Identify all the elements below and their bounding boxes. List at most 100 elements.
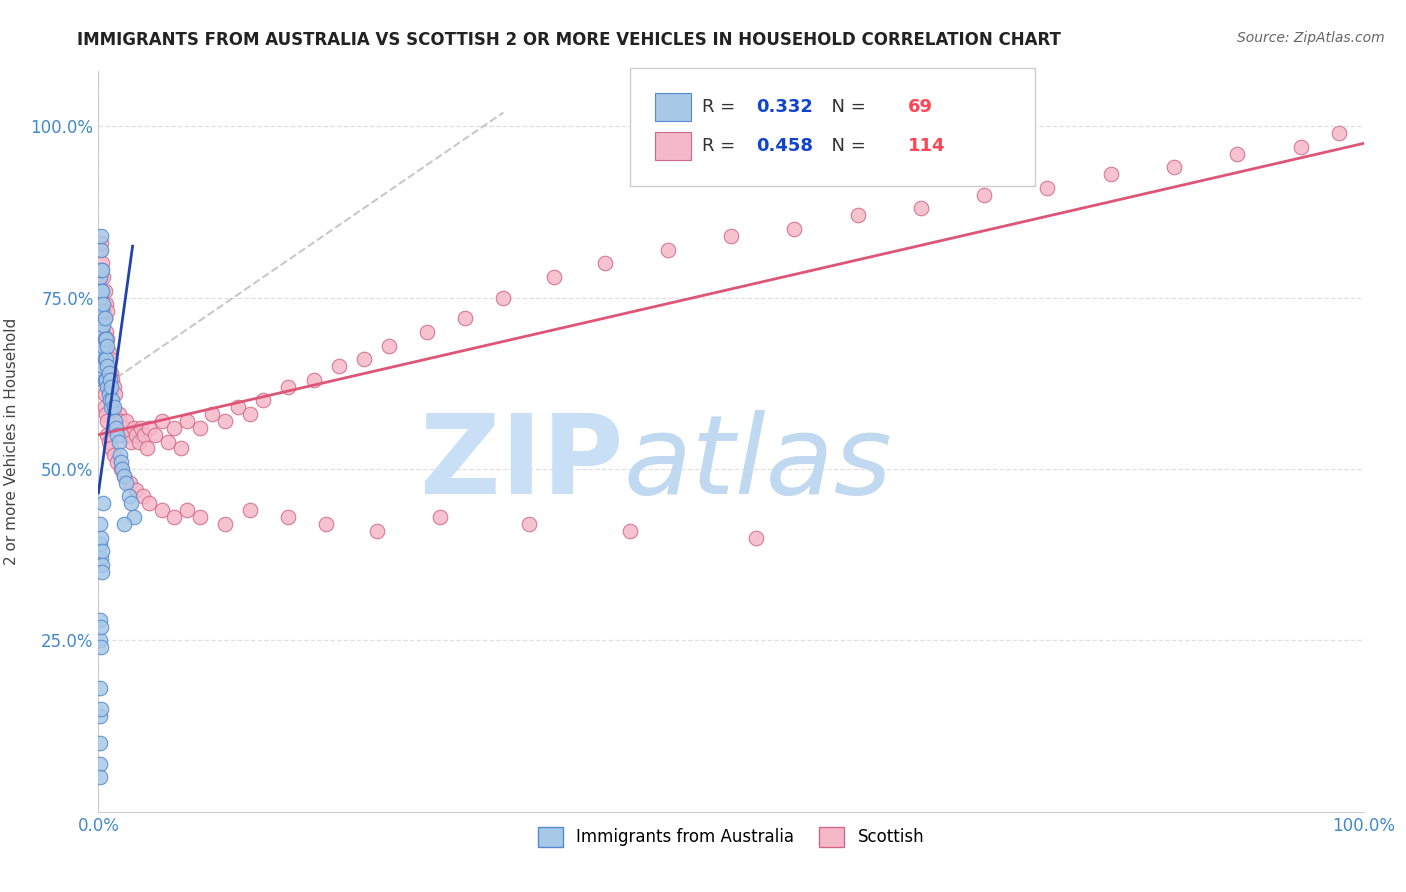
Point [98,373,121,387]
Point [619,524,641,538]
Point [1036,181,1059,195]
Point [89,756,111,771]
Point [110,455,132,469]
Point [138,421,160,435]
Point [122,510,145,524]
Text: ZIP: ZIP [420,410,623,517]
Point [517,516,540,531]
Point [96,427,118,442]
Point [105,421,128,435]
Point [1327,126,1350,140]
Point [94,407,117,421]
Point [128,434,150,449]
Point [150,414,173,428]
Point [90,304,112,318]
Text: IMMIGRANTS FROM AUSTRALIA VS SCOTTISH 2 OR MORE VEHICLES IN HOUSEHOLD CORRELATIO: IMMIGRANTS FROM AUSTRALIA VS SCOTTISH 2 … [77,31,1062,49]
Point [378,338,401,352]
Point [107,455,129,469]
Point [90,235,112,250]
Point [169,442,191,456]
Point [89,311,111,326]
Point [90,284,112,298]
Point [112,516,135,531]
Point [1226,146,1249,161]
Point [97,366,120,380]
Point [454,311,477,326]
Point [97,373,120,387]
Point [93,338,117,352]
Point [543,270,565,285]
Text: 0.458: 0.458 [756,137,814,155]
Point [118,489,141,503]
Point [366,524,388,538]
Legend: Immigrants from Australia, Scottish: Immigrants from Australia, Scottish [530,818,932,855]
Point [112,421,135,435]
Point [89,771,111,785]
Point [973,187,995,202]
Point [125,427,148,442]
Point [93,386,117,401]
Point [302,373,325,387]
Point [93,338,115,352]
Point [101,393,124,408]
Point [90,531,112,545]
Point [107,434,129,449]
Point [131,421,153,435]
Point [90,243,112,257]
Point [104,414,127,428]
Point [91,325,114,339]
Point [89,243,111,257]
Point [120,434,142,449]
Point [138,496,160,510]
Point [94,297,117,311]
Point [103,407,125,421]
Point [94,373,117,387]
Point [145,427,166,442]
Point [105,421,128,435]
Point [93,359,115,373]
Point [90,263,112,277]
Point [1289,140,1312,154]
Point [157,434,180,449]
Point [101,373,124,387]
Point [90,702,112,716]
Point [277,510,299,524]
Point [91,304,114,318]
Point [98,380,121,394]
Point [1099,167,1122,181]
Point [93,318,115,332]
Point [93,284,117,298]
Point [114,427,136,442]
Point [150,503,173,517]
Point [163,421,186,435]
Point [846,208,869,222]
Point [226,401,249,415]
Point [91,565,114,579]
Point [89,516,111,531]
Point [132,427,155,442]
Point [93,401,117,415]
Point [91,311,114,326]
Point [108,448,131,462]
Point [120,475,141,490]
Point [120,496,142,510]
Point [176,503,198,517]
Point [107,427,129,442]
Point [112,468,135,483]
Point [122,421,145,435]
Point [89,270,111,285]
Point [93,325,115,339]
Point [97,345,120,359]
Point [100,442,122,456]
Point [101,401,124,415]
Point [104,414,127,428]
Point [783,222,806,236]
Point [239,407,262,421]
Point [97,386,120,401]
Point [111,462,134,476]
Point [91,359,114,373]
Text: N =: N = [820,98,872,116]
Point [93,373,117,387]
Point [93,496,115,510]
Text: R =: R = [702,98,741,116]
